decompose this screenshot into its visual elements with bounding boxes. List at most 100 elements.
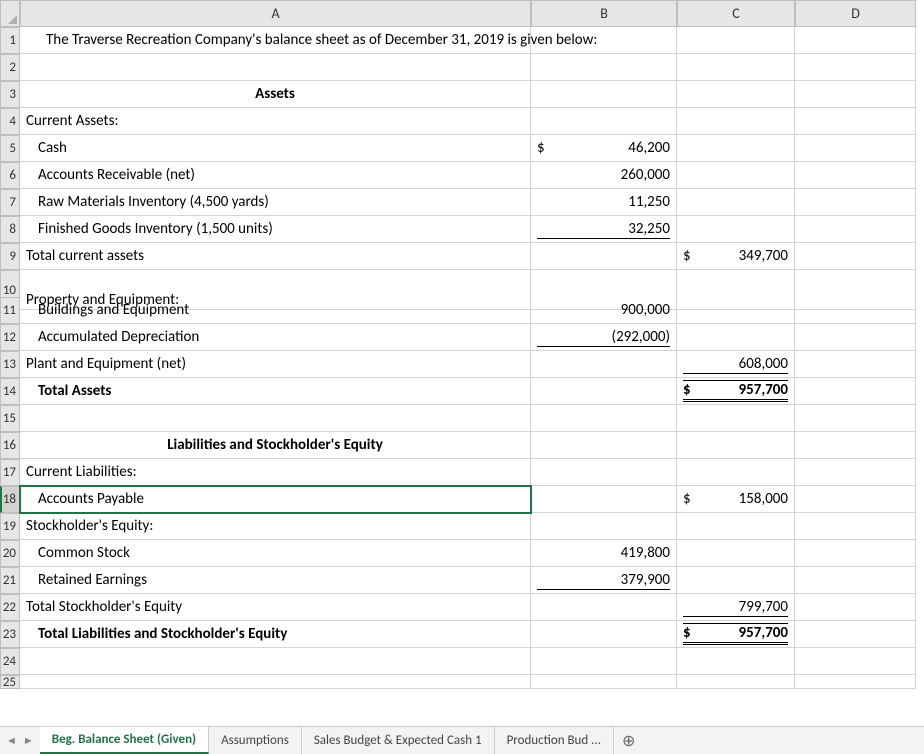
row-header[interactable]: 12 bbox=[0, 324, 20, 351]
row-header[interactable]: 23 bbox=[0, 621, 20, 648]
current-assets-label[interactable]: Current Assets: bbox=[20, 108, 531, 135]
re-label[interactable]: Retained Earnings bbox=[20, 567, 531, 594]
cell[interactable] bbox=[531, 459, 677, 486]
cell[interactable] bbox=[20, 54, 531, 81]
cell[interactable] bbox=[531, 594, 677, 621]
cell[interactable] bbox=[795, 648, 916, 675]
cell[interactable] bbox=[531, 621, 677, 648]
rmi-label[interactable]: Raw Materials Inventory (4,500 yards) bbox=[20, 189, 531, 216]
cell[interactable] bbox=[20, 675, 531, 689]
row-header[interactable]: 8 bbox=[0, 216, 20, 243]
fgi-label[interactable]: Finished Goods Inventory (1,500 units) bbox=[20, 216, 531, 243]
row-header[interactable]: 24 bbox=[0, 648, 20, 675]
cell[interactable] bbox=[795, 378, 916, 405]
cell[interactable] bbox=[531, 54, 677, 81]
row-header[interactable]: 2 bbox=[0, 54, 20, 81]
pe-net-value[interactable]: 608,000 bbox=[677, 351, 795, 378]
rmi-value[interactable]: 11,250 bbox=[531, 189, 677, 216]
cell[interactable] bbox=[677, 216, 795, 243]
ap-label[interactable]: Accounts Payable bbox=[20, 486, 531, 513]
ap-value[interactable]: $158,000 bbox=[677, 486, 795, 513]
tlse-value[interactable]: $957,700 bbox=[677, 621, 795, 648]
cell[interactable] bbox=[677, 135, 795, 162]
col-header-c[interactable]: C bbox=[677, 0, 795, 27]
cell[interactable] bbox=[677, 567, 795, 594]
cell[interactable] bbox=[20, 648, 531, 675]
row-header[interactable]: 7 bbox=[0, 189, 20, 216]
tab-nav-next-icon[interactable]: ► bbox=[23, 734, 34, 747]
total-curr-value[interactable]: $349,700 bbox=[677, 243, 795, 270]
select-all-corner[interactable] bbox=[0, 0, 20, 27]
cell[interactable] bbox=[795, 594, 916, 621]
cell[interactable] bbox=[795, 486, 916, 513]
cell[interactable] bbox=[795, 540, 916, 567]
row-header[interactable]: 18 bbox=[0, 486, 20, 513]
cell[interactable] bbox=[795, 243, 916, 270]
cell[interactable] bbox=[20, 405, 531, 432]
cell[interactable] bbox=[795, 459, 916, 486]
row-header[interactable]: 14 bbox=[0, 378, 20, 405]
cell[interactable] bbox=[531, 648, 677, 675]
row-header[interactable]: 3 bbox=[0, 81, 20, 108]
cell-a1[interactable]: The Traverse Recreation Company's balanc… bbox=[20, 27, 531, 54]
cell[interactable] bbox=[677, 189, 795, 216]
row-header[interactable]: 13 bbox=[0, 351, 20, 378]
cell[interactable] bbox=[677, 405, 795, 432]
cs-value[interactable]: 419,800 bbox=[531, 540, 677, 567]
total-assets-value[interactable]: $957,700 bbox=[677, 378, 795, 405]
cell[interactable] bbox=[677, 432, 795, 459]
col-header-a[interactable]: A bbox=[20, 0, 531, 27]
cell[interactable] bbox=[531, 108, 677, 135]
cell[interactable] bbox=[795, 513, 916, 540]
cell[interactable] bbox=[677, 108, 795, 135]
cell[interactable] bbox=[531, 432, 677, 459]
pe-net-label[interactable]: Plant and Equipment (net) bbox=[20, 351, 531, 378]
tab-production[interactable]: Production Bud ... bbox=[495, 727, 614, 754]
cell[interactable] bbox=[795, 567, 916, 594]
cash-label[interactable]: Cash bbox=[20, 135, 531, 162]
accdep-label[interactable]: Accumulated Depreciation bbox=[20, 324, 531, 351]
cell[interactable] bbox=[795, 405, 916, 432]
cell[interactable] bbox=[677, 648, 795, 675]
cell[interactable] bbox=[795, 135, 916, 162]
row-header[interactable]: 1 bbox=[0, 27, 20, 54]
tab-nav-prev-icon[interactable]: ◄ bbox=[6, 734, 17, 747]
ar-value[interactable]: 260,000 bbox=[531, 162, 677, 189]
total-assets-label[interactable]: Total Assets bbox=[20, 378, 531, 405]
cell[interactable] bbox=[795, 54, 916, 81]
re-value[interactable]: 379,900 bbox=[531, 567, 677, 594]
cell[interactable] bbox=[795, 162, 916, 189]
cell[interactable] bbox=[531, 243, 677, 270]
row-header[interactable]: 20 bbox=[0, 540, 20, 567]
row-header[interactable]: 22 bbox=[0, 594, 20, 621]
curr-liab-label[interactable]: Current Liabilities: bbox=[20, 459, 531, 486]
cash-value[interactable]: $46,200 bbox=[531, 135, 677, 162]
col-header-b[interactable]: B bbox=[531, 0, 677, 27]
cell-d1[interactable] bbox=[795, 27, 916, 54]
tab-active[interactable]: Beg. Balance Sheet (Given) bbox=[40, 727, 209, 754]
cell[interactable] bbox=[795, 351, 916, 378]
cell[interactable] bbox=[795, 297, 916, 324]
row-header[interactable]: 16 bbox=[0, 432, 20, 459]
bldg-label[interactable]: Buildings and Equipment bbox=[20, 297, 531, 324]
row-header[interactable]: 19 bbox=[0, 513, 20, 540]
cell[interactable] bbox=[677, 459, 795, 486]
cell[interactable] bbox=[795, 189, 916, 216]
total-curr-label[interactable]: Total current assets bbox=[20, 243, 531, 270]
row-header[interactable]: 9 bbox=[0, 243, 20, 270]
accdep-value[interactable]: (292,000) bbox=[531, 324, 677, 351]
cell[interactable] bbox=[795, 324, 916, 351]
col-header-d[interactable]: D bbox=[795, 0, 916, 27]
cell[interactable] bbox=[795, 432, 916, 459]
cell[interactable] bbox=[531, 351, 677, 378]
cs-label[interactable]: Common Stock bbox=[20, 540, 531, 567]
cell[interactable] bbox=[677, 162, 795, 189]
cell[interactable] bbox=[795, 216, 916, 243]
cell[interactable] bbox=[795, 81, 916, 108]
bldg-value[interactable]: 900,000 bbox=[531, 297, 677, 324]
cell[interactable] bbox=[677, 513, 795, 540]
row-header[interactable]: 21 bbox=[0, 567, 20, 594]
se-header[interactable]: Stockholder's Equity: bbox=[20, 513, 531, 540]
cell[interactable] bbox=[795, 621, 916, 648]
tse-label[interactable]: Total Stockholder's Equity bbox=[20, 594, 531, 621]
